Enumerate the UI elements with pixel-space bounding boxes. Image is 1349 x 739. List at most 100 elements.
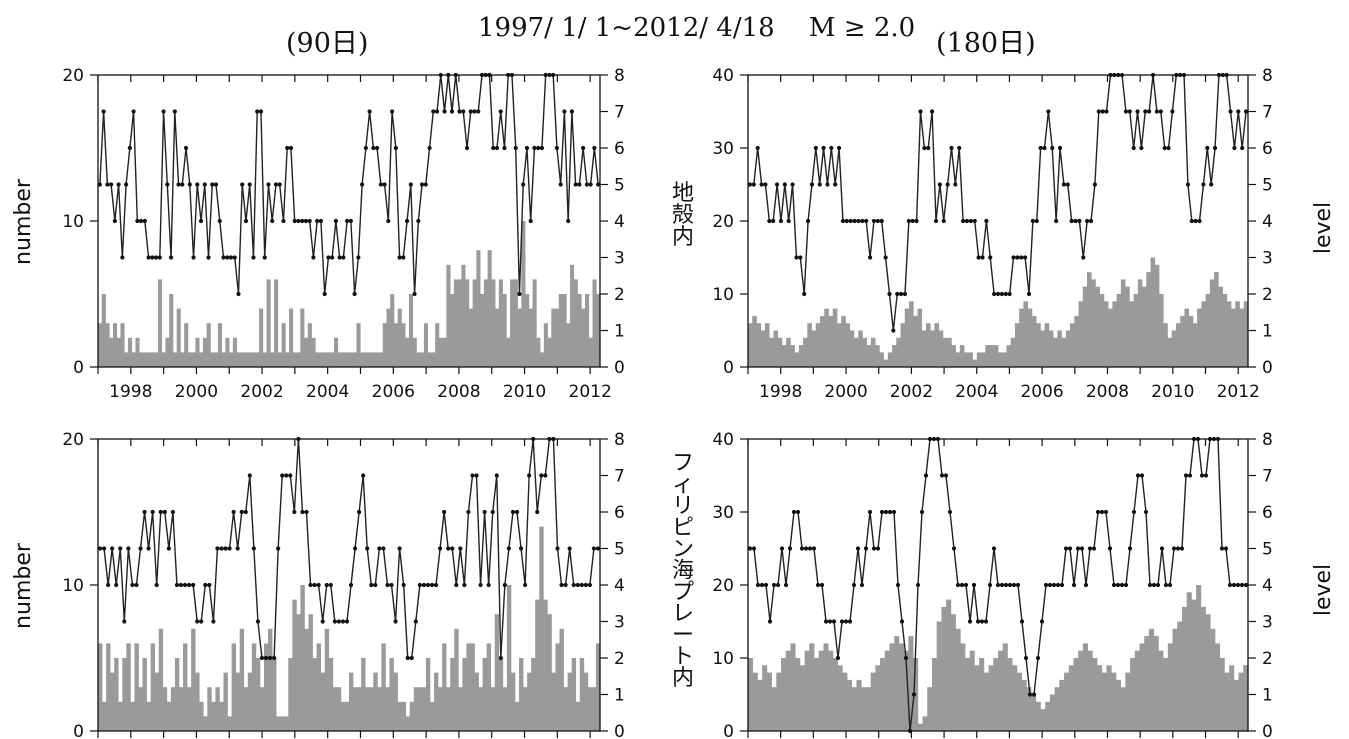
level-point <box>186 582 192 588</box>
level-point <box>1046 109 1051 114</box>
level-point <box>911 692 917 697</box>
count-bar <box>231 643 236 731</box>
level-point <box>856 218 861 224</box>
level-point <box>1071 582 1077 588</box>
count-bar <box>401 323 406 367</box>
level-point <box>231 509 236 515</box>
count-bar <box>367 352 372 367</box>
count-bar <box>217 323 222 367</box>
count-bar <box>1059 679 1065 731</box>
x-tick-label: 2004 <box>955 382 998 402</box>
level-point <box>381 546 386 551</box>
count-bar <box>397 308 402 367</box>
count-bar <box>979 658 985 731</box>
level-point <box>134 582 139 588</box>
count-bar <box>1120 279 1126 367</box>
count-bar <box>334 337 339 367</box>
level-point <box>524 145 530 151</box>
level-point <box>172 109 177 114</box>
count-bar <box>259 308 264 367</box>
level-point <box>963 582 969 588</box>
count-bar <box>1144 636 1150 731</box>
level-point <box>951 546 957 551</box>
level-point <box>860 218 865 224</box>
level-point <box>168 255 174 260</box>
level-point <box>852 218 857 224</box>
count-bar <box>579 658 585 731</box>
level-point <box>555 546 560 551</box>
level-point <box>783 582 789 588</box>
level-point <box>1155 582 1161 588</box>
level-point <box>1179 546 1185 551</box>
count-bar <box>1181 606 1188 731</box>
count-bar <box>573 279 578 367</box>
panel-crust-90: 1998 2000 2002 2004 2006 2008 2010 201201020012… <box>62 66 624 402</box>
count-bar <box>174 658 180 731</box>
count-bar <box>431 352 436 367</box>
count-bar <box>292 599 297 731</box>
count-bar <box>191 628 196 731</box>
count-bar <box>1012 665 1018 731</box>
level-point <box>1075 546 1081 551</box>
count-bar <box>296 614 301 731</box>
count-bar <box>142 658 147 731</box>
count-bar <box>985 345 990 367</box>
level-point <box>807 546 813 551</box>
count-bar <box>369 687 374 731</box>
y-tick-label: 30 <box>712 139 734 159</box>
count-bar <box>964 352 969 367</box>
level-point <box>922 145 927 151</box>
level-point <box>1003 291 1008 297</box>
level-point <box>344 619 350 624</box>
count-bar <box>974 665 980 731</box>
count-bar <box>251 352 256 367</box>
level-point <box>980 255 985 260</box>
count-bar <box>221 352 226 367</box>
count-bar <box>896 337 901 367</box>
count-bar <box>466 643 471 731</box>
level-point <box>303 218 309 224</box>
count-bar <box>946 599 952 731</box>
level-point <box>879 218 884 224</box>
level-point <box>910 218 915 224</box>
level-point <box>1139 145 1144 151</box>
count-bar <box>1097 665 1103 731</box>
count-bar <box>856 679 862 731</box>
count-bar <box>1239 308 1245 367</box>
count-bar <box>1200 606 1206 731</box>
level-point <box>154 582 159 588</box>
count-bar <box>769 337 774 367</box>
count-bar <box>851 687 857 731</box>
level-point <box>809 182 815 187</box>
count-bar <box>199 701 204 731</box>
region-label-char: フ <box>672 451 694 476</box>
level-point <box>397 255 402 260</box>
level-point <box>1111 582 1117 588</box>
level-point <box>562 109 567 114</box>
count-bar <box>1078 650 1084 731</box>
level-point <box>805 218 811 224</box>
count-bar <box>824 308 829 367</box>
level-point <box>304 509 309 515</box>
level-point <box>373 582 378 588</box>
count-bar <box>820 315 825 367</box>
level-point <box>968 218 973 224</box>
count-bar <box>964 658 971 731</box>
level-point <box>431 109 436 114</box>
count-bar <box>1196 585 1202 731</box>
count-bar <box>1074 315 1079 367</box>
level-point <box>782 182 787 187</box>
y-tick-label: 20 <box>712 576 734 596</box>
count-bar <box>244 352 249 367</box>
level-point <box>1039 619 1045 624</box>
level-point <box>513 145 518 151</box>
count-bar <box>227 716 232 731</box>
count-bar <box>535 599 540 731</box>
level-tick-label: 3 <box>614 613 625 633</box>
count-bar <box>566 323 571 367</box>
level-point <box>211 619 216 624</box>
count-bar <box>776 672 782 731</box>
count-bar <box>1231 308 1236 367</box>
count-bar <box>976 352 982 367</box>
count-bar <box>214 352 219 367</box>
